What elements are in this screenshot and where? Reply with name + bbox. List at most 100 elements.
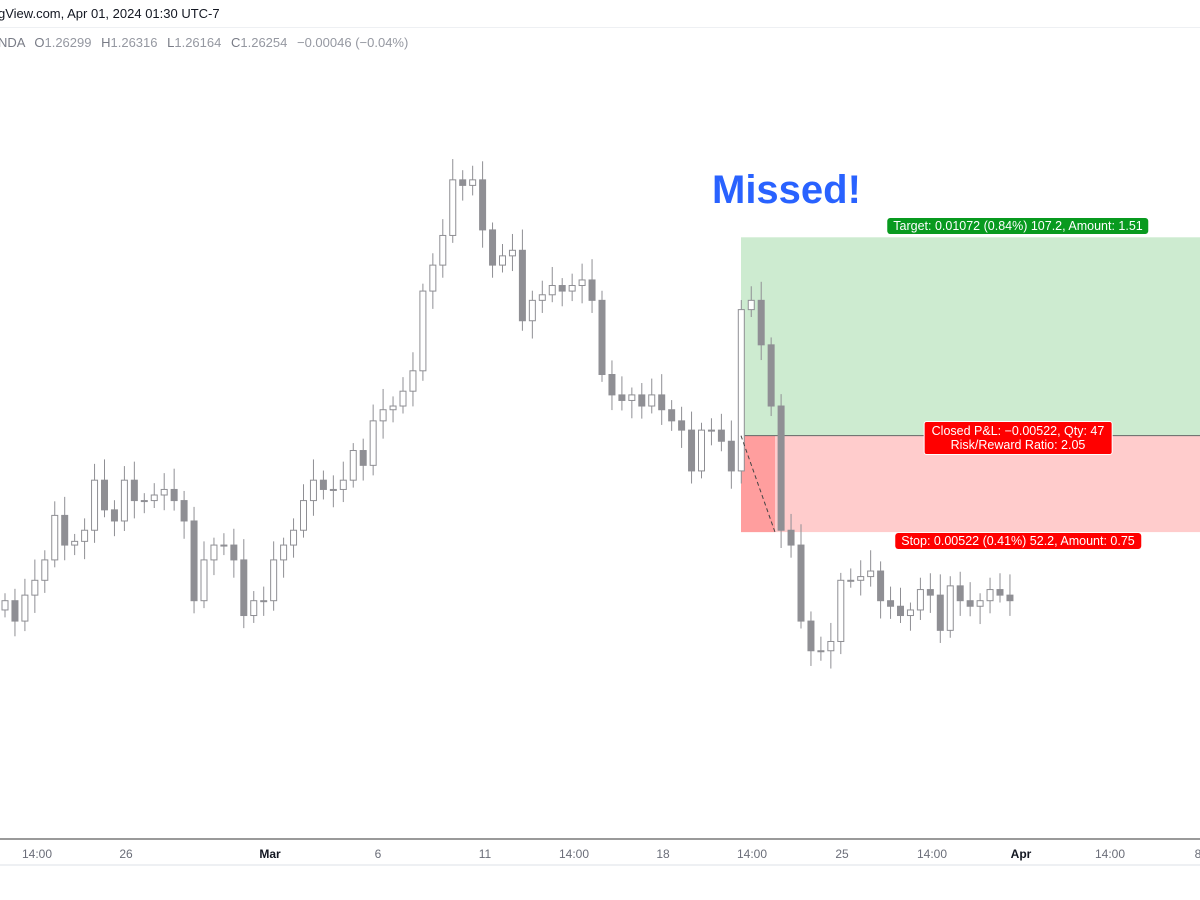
x-tick-label: 11 — [478, 847, 492, 861]
candle-down — [101, 479, 108, 511]
candle-up — [160, 488, 168, 496]
candle-down — [110, 509, 118, 522]
candle-down — [638, 394, 646, 407]
candle-down — [887, 600, 895, 607]
candle-up — [906, 609, 914, 617]
time-axis[interactable]: 14:00 26 Mar 6 11 14:00 18 14:00 25 14:00 Apr 14:00… — [0, 838, 1200, 866]
candle-up — [707, 429, 715, 432]
change-value: −0.00046 (−0.04%) — [297, 35, 409, 50]
x-tick-label: 8 — [1194, 847, 1200, 861]
candle-down — [936, 594, 944, 631]
candle-down — [588, 279, 596, 301]
candle-up — [499, 255, 506, 266]
candle-down — [170, 488, 178, 502]
risk-reward-text: Risk/Reward Ratio: 2.05 — [950, 438, 1086, 452]
candle-up — [71, 540, 79, 546]
candle-up — [946, 585, 954, 631]
candle-down — [777, 405, 785, 531]
candle-down — [926, 589, 934, 596]
candle-up — [817, 650, 825, 653]
close-label: C — [230, 35, 241, 50]
candle-up — [309, 479, 317, 502]
close-value: 1.26254 — [240, 35, 288, 50]
candle-down — [459, 179, 467, 186]
candle-down — [240, 559, 248, 617]
candle-up — [399, 390, 407, 407]
candle-down — [319, 479, 327, 490]
candle-up — [21, 594, 29, 622]
candle-down — [727, 440, 735, 472]
candle-down — [618, 394, 626, 401]
candle-up — [449, 179, 457, 236]
candle-up — [528, 299, 536, 322]
closed-pnl-label: Closed P&L: −0.00522, Qty: 47 Risk/Rewar… — [923, 421, 1113, 455]
candle-down — [230, 544, 238, 561]
candle-up — [737, 309, 745, 472]
candle-up — [439, 234, 447, 266]
candle-up — [538, 294, 546, 301]
candle-down — [518, 249, 526, 322]
candlestick-chart[interactable] — [0, 0, 1200, 838]
candle-up — [548, 285, 556, 296]
candle-down — [489, 229, 497, 266]
candle-down — [180, 500, 188, 522]
candle-up — [916, 589, 924, 611]
candle-down — [61, 514, 69, 546]
candle-down — [807, 620, 815, 652]
candle-up — [698, 429, 705, 472]
candle-up — [140, 500, 148, 503]
candle-up — [150, 494, 158, 502]
candle-up — [419, 290, 427, 372]
chart-source-line: gView.com, Apr 01, 2024 01:30 UTC-7 — [0, 6, 220, 21]
candle-up — [210, 544, 218, 561]
stop-label: Stop: 0.00522 (0.41%) 52.2, Amount: 0.75 — [895, 533, 1141, 549]
candle-down — [11, 600, 19, 622]
candle-up — [578, 279, 586, 287]
candle-down — [598, 299, 606, 376]
candle-up — [837, 579, 845, 642]
low-label: L — [167, 35, 175, 50]
candle-up — [339, 479, 347, 490]
candle-down — [688, 429, 696, 472]
missed-annotation[interactable]: Missed! — [712, 168, 861, 212]
candle-down — [678, 420, 686, 431]
high-label: H — [101, 35, 111, 50]
candle-up — [976, 600, 984, 607]
open-label: O — [34, 35, 45, 50]
candle-down — [966, 600, 974, 607]
x-tick-label: 14:00 — [736, 847, 768, 861]
candle-down — [190, 520, 198, 602]
x-tick-label: 14:00 — [21, 847, 53, 861]
x-tick-label: 14:00 — [916, 847, 948, 861]
x-tick-label: 26 — [119, 847, 133, 861]
candle-up — [81, 529, 89, 542]
candle-down — [797, 544, 805, 622]
candle-up — [120, 479, 128, 522]
x-tick-label: 14:00 — [558, 847, 590, 861]
candle-down — [359, 450, 367, 466]
candle-up — [280, 544, 288, 561]
low-value: 1.26164 — [174, 35, 222, 50]
candle-down — [877, 570, 885, 602]
candle-up — [1, 600, 9, 611]
candle-down — [897, 605, 904, 617]
x-tick-label: 6 — [374, 847, 382, 861]
symbol-suffix: NDA — [0, 35, 25, 50]
candle-down — [608, 374, 616, 396]
candle-up — [847, 579, 855, 582]
x-tick-label: 25 — [835, 847, 849, 861]
candle-up — [31, 579, 39, 596]
candle-up — [409, 370, 417, 392]
candle-up — [747, 299, 755, 311]
candle-up — [270, 559, 278, 602]
profit-zone[interactable] — [741, 237, 1200, 436]
candle-up — [300, 500, 307, 531]
x-tick-label: 14:00 — [1094, 847, 1126, 861]
candle-up — [508, 249, 516, 257]
candle-up — [827, 640, 835, 652]
candle-up — [389, 405, 397, 411]
candle-up — [260, 600, 268, 603]
time-axis-bottom-border — [0, 864, 1200, 866]
candle-up — [250, 600, 258, 617]
candle-up — [857, 576, 865, 581]
